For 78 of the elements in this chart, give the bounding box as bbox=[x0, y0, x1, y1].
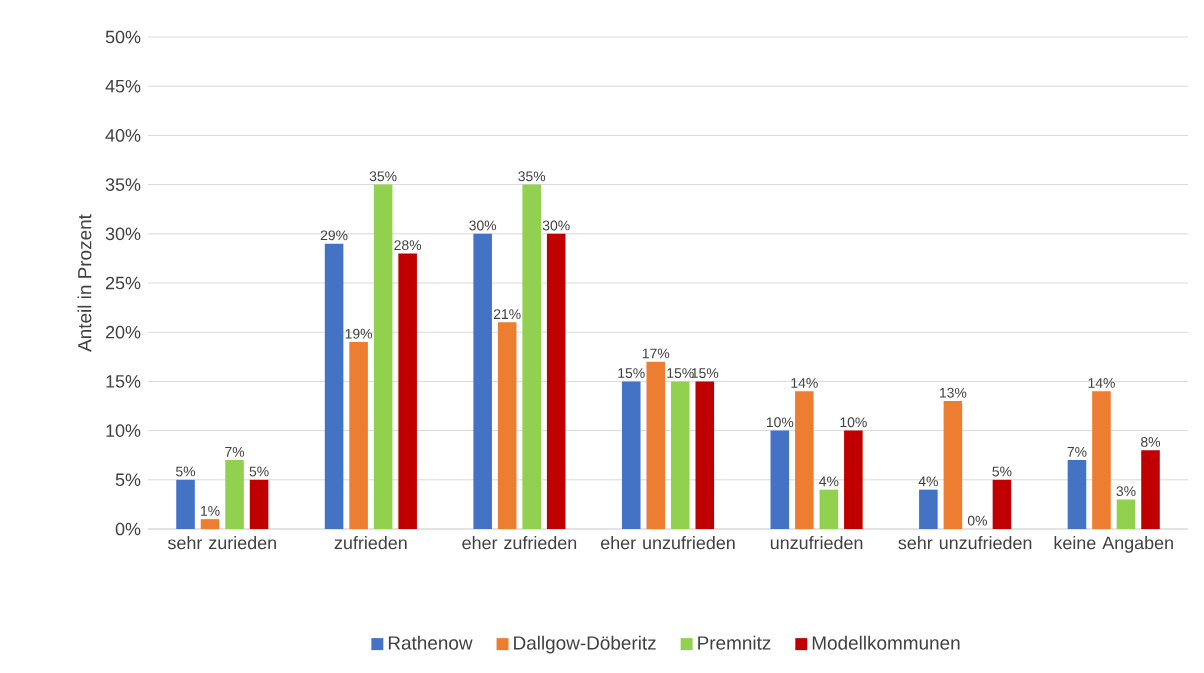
bar bbox=[200, 519, 220, 529]
bar bbox=[992, 479, 1012, 529]
data-label: 13% bbox=[940, 387, 967, 398]
data-label: 30% bbox=[542, 220, 570, 231]
bar bbox=[819, 489, 839, 529]
data-label: 21% bbox=[493, 309, 521, 319]
data-label: 4% bbox=[819, 476, 839, 487]
bar bbox=[943, 401, 963, 529]
data-label: 8% bbox=[1141, 437, 1161, 447]
data-label: 14% bbox=[791, 378, 818, 388]
legend-label: Modellkommunen bbox=[812, 635, 960, 650]
bar bbox=[497, 322, 517, 529]
data-label: 28% bbox=[394, 240, 422, 251]
x-tick-label: sehr unzufrieden bbox=[898, 536, 1032, 550]
data-label: 5% bbox=[992, 466, 1012, 477]
data-label: 30% bbox=[469, 220, 497, 231]
y-tick-label: 5% bbox=[115, 473, 141, 487]
y-axis-title: Anteil in Prozent bbox=[77, 214, 92, 352]
bar bbox=[770, 430, 790, 529]
bar bbox=[249, 479, 269, 529]
data-label: 14% bbox=[1088, 378, 1115, 388]
bar bbox=[621, 381, 641, 529]
data-label: 1% bbox=[201, 506, 220, 516]
bar bbox=[1092, 391, 1111, 529]
y-tick-label: 50% bbox=[105, 30, 141, 44]
legend-label: Dallgow-Döberitz bbox=[514, 635, 656, 654]
x-tick-label: keine Angaben bbox=[1054, 536, 1173, 553]
y-tick-label: 30% bbox=[105, 227, 141, 241]
data-label: 3% bbox=[1116, 486, 1136, 497]
data-label: 0% bbox=[967, 515, 987, 526]
y-tick-label: 20% bbox=[105, 325, 141, 339]
data-label: 10% bbox=[766, 417, 794, 428]
data-label: 5% bbox=[176, 466, 196, 477]
bar bbox=[522, 184, 541, 529]
bar bbox=[919, 489, 938, 529]
legend-label: Rathenow bbox=[388, 635, 473, 650]
y-tick-label: 45% bbox=[105, 79, 141, 93]
data-label: 35% bbox=[518, 171, 546, 182]
data-label: 7% bbox=[1067, 446, 1087, 457]
bar bbox=[324, 243, 344, 529]
y-tick-label: 40% bbox=[105, 129, 141, 142]
data-label: 35% bbox=[369, 171, 397, 182]
data-label: 10% bbox=[840, 417, 867, 428]
bar bbox=[176, 479, 195, 529]
x-tick-label: sehr zurieden bbox=[167, 536, 276, 550]
bar bbox=[1067, 460, 1087, 529]
data-label: 15% bbox=[667, 368, 694, 378]
data-label: 15% bbox=[618, 368, 645, 378]
x-tick-label: eher unzufrieden bbox=[600, 536, 735, 550]
bar bbox=[1141, 450, 1160, 529]
bar bbox=[695, 381, 715, 529]
data-label: 4% bbox=[918, 476, 938, 487]
data-label: 29% bbox=[320, 230, 348, 241]
bar bbox=[546, 233, 566, 529]
bar bbox=[844, 430, 863, 529]
bar bbox=[1116, 499, 1136, 529]
bar bbox=[670, 381, 690, 529]
y-tick-label: 10% bbox=[106, 424, 141, 437]
data-label: 15% bbox=[691, 368, 719, 378]
bar bbox=[349, 342, 368, 529]
y-tick-label: 15% bbox=[106, 375, 141, 388]
legend-label: Premnitz bbox=[698, 635, 771, 650]
x-tick-label: unzufrieden bbox=[770, 536, 863, 550]
y-tick-label: 0% bbox=[115, 522, 141, 536]
bar bbox=[646, 361, 666, 529]
data-label: 7% bbox=[225, 446, 245, 457]
bar bbox=[373, 184, 393, 529]
x-tick-label: eher zufrieden bbox=[462, 536, 577, 550]
bar bbox=[473, 233, 492, 529]
y-tick-label: 35% bbox=[105, 178, 141, 191]
bar bbox=[398, 253, 417, 529]
x-tick-label: zufrieden bbox=[334, 536, 407, 550]
y-tick-label: 25% bbox=[105, 276, 141, 290]
data-label: 5% bbox=[249, 466, 269, 477]
bar bbox=[795, 391, 814, 529]
data-label: 19% bbox=[345, 328, 373, 339]
data-label: 17% bbox=[642, 348, 670, 359]
bar bbox=[225, 460, 244, 529]
